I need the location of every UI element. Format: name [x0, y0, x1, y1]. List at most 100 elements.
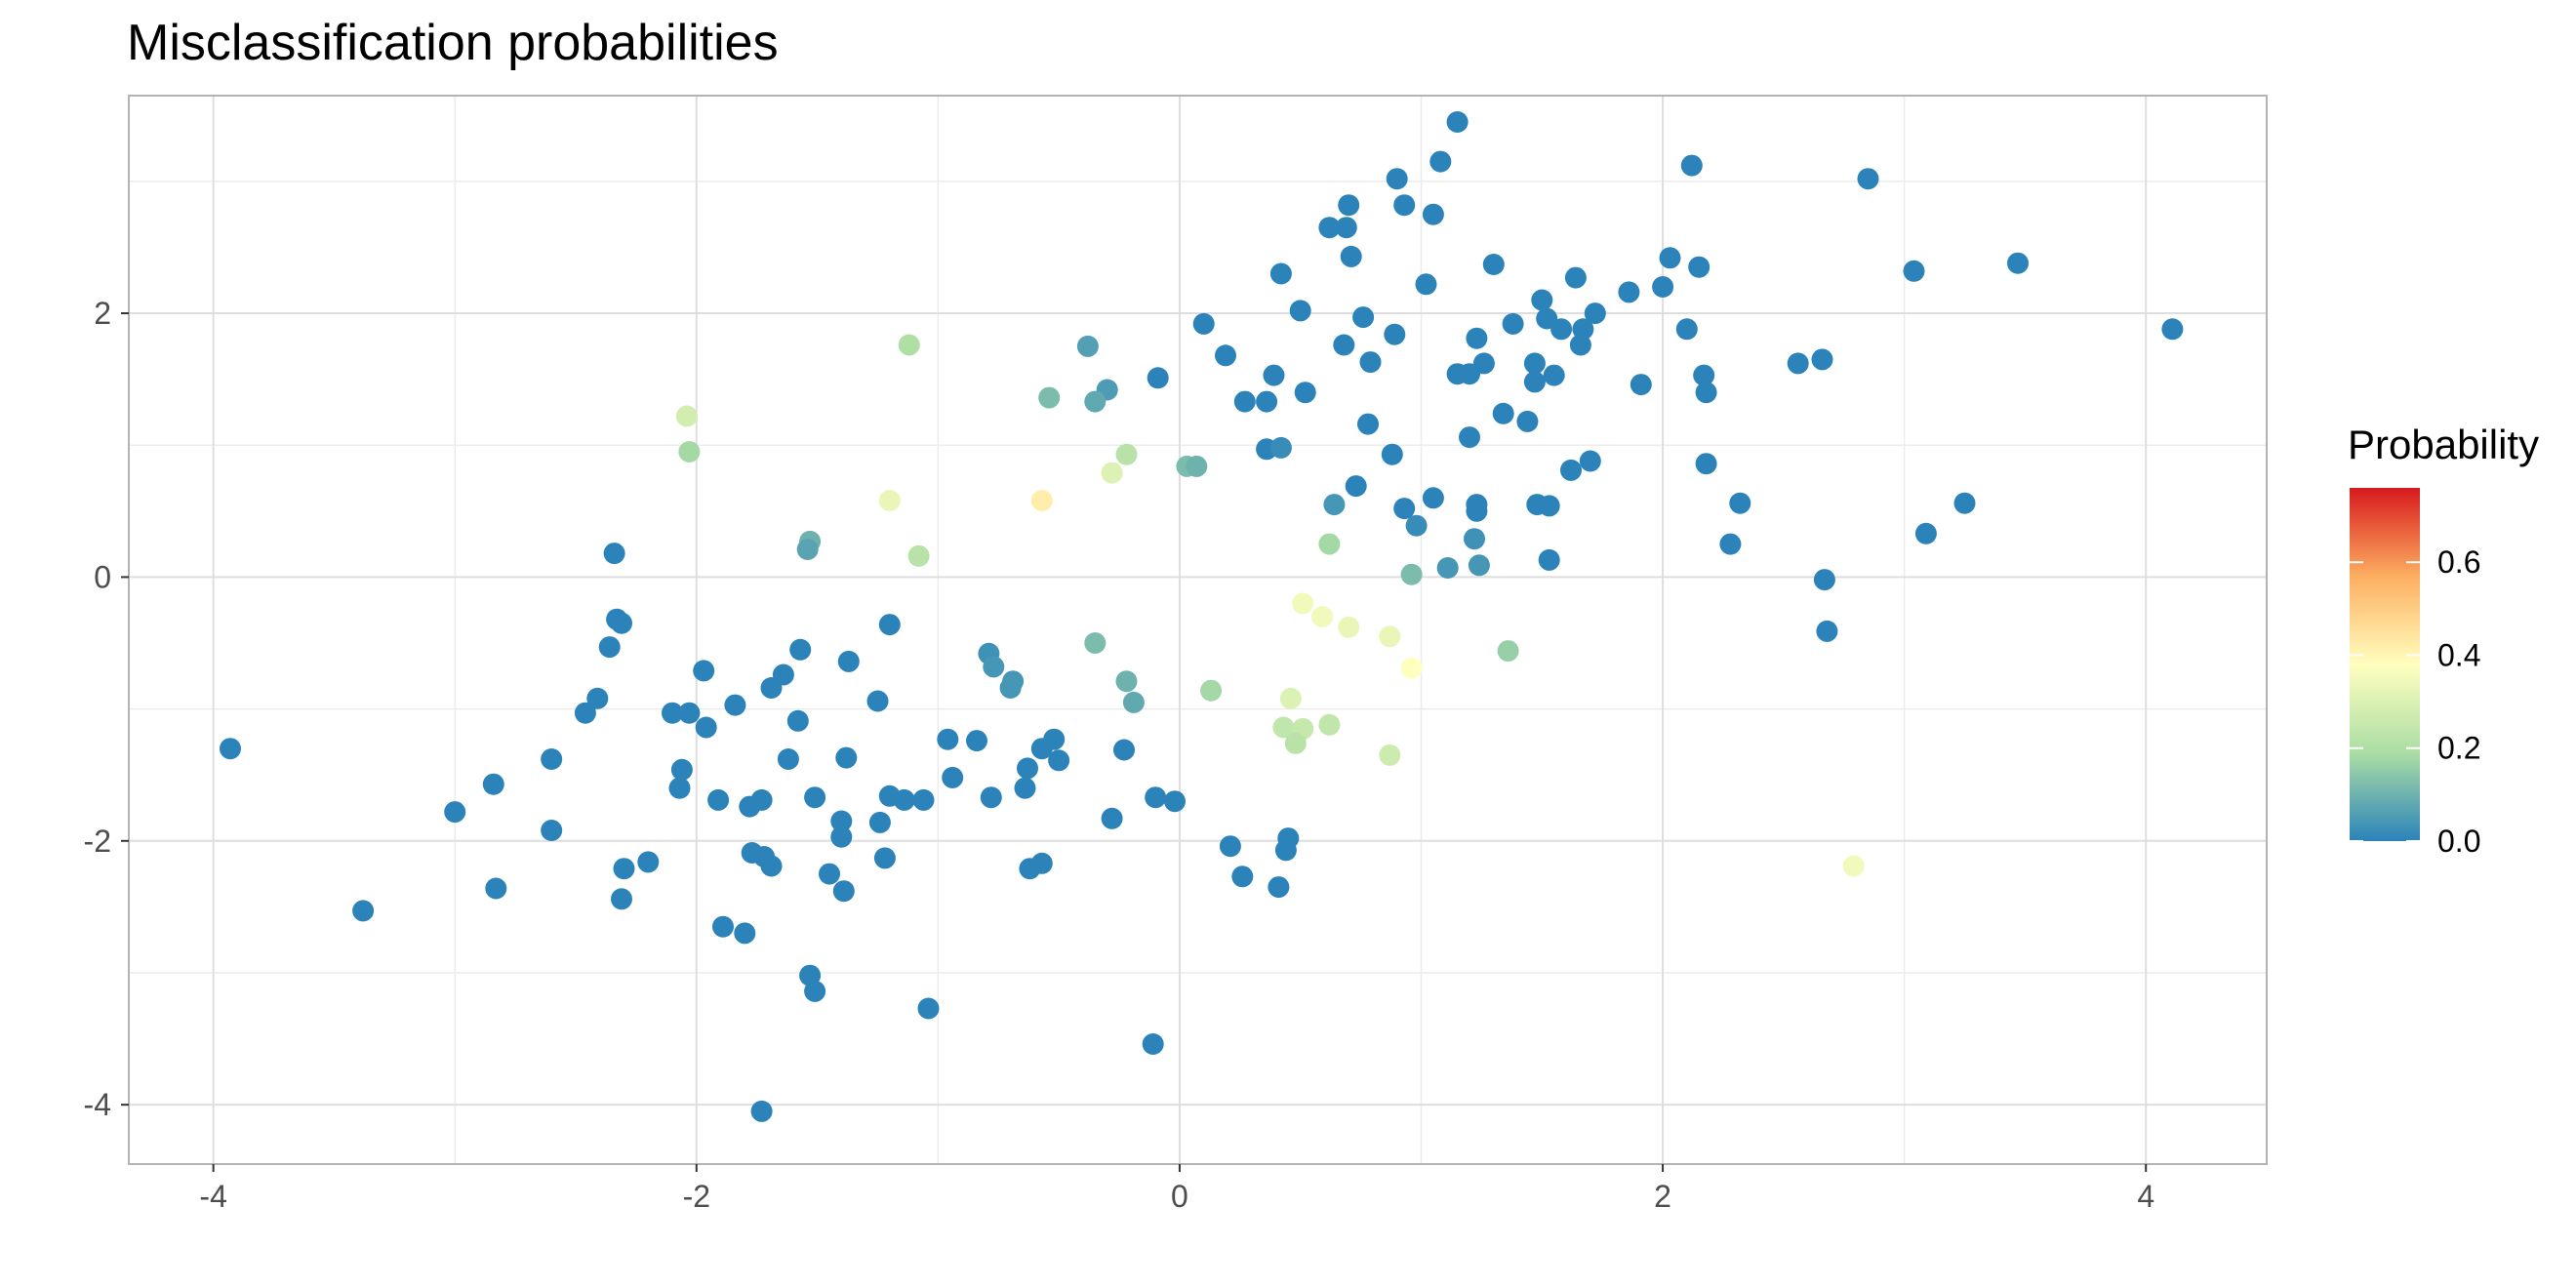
data-point — [1268, 876, 1290, 899]
data-point — [1145, 786, 1167, 809]
data-point — [1531, 289, 1553, 311]
data-point — [1466, 327, 1488, 349]
data-point — [1284, 732, 1307, 754]
data-point — [1516, 410, 1539, 432]
data-point — [760, 855, 783, 877]
data-point — [1560, 459, 1582, 481]
data-point — [1816, 620, 1838, 642]
data-point — [835, 746, 858, 769]
legend-title: Probability — [2348, 422, 2539, 467]
data-point — [1550, 318, 1573, 341]
data-point — [1393, 194, 1416, 217]
grid-major — [129, 96, 2267, 1164]
data-point — [1400, 657, 1423, 679]
data-point — [611, 888, 632, 910]
data-point — [1318, 713, 1341, 736]
x-tick-label: -2 — [683, 1179, 710, 1214]
data-point — [1680, 154, 1703, 177]
data-point — [1076, 335, 1099, 357]
data-point — [637, 851, 660, 873]
data-point — [1400, 563, 1423, 585]
data-point — [2007, 252, 2029, 274]
data-point — [1393, 498, 1416, 520]
data-point — [670, 758, 693, 781]
data-point — [1579, 450, 1601, 472]
data-point — [1269, 436, 1292, 459]
data-point — [1115, 670, 1138, 693]
data-point — [1215, 344, 1236, 367]
data-point — [1014, 777, 1036, 799]
data-point — [777, 748, 799, 770]
data-point — [1147, 367, 1169, 389]
data-point — [868, 811, 891, 833]
data-point — [1719, 533, 1742, 555]
data-point — [1502, 312, 1524, 335]
data-point — [917, 997, 940, 1020]
data-point — [1019, 858, 1041, 880]
y-axis: -4 -2 0 2 — [84, 296, 129, 1122]
x-axis: -4 -2 0 2 4 — [199, 1164, 2154, 1214]
data-point — [1311, 606, 1333, 627]
data-point — [1186, 455, 1208, 477]
data-point — [1359, 351, 1382, 374]
data-point — [1192, 312, 1215, 335]
data-point — [541, 748, 563, 770]
data-point — [999, 677, 1022, 699]
data-point — [1294, 382, 1316, 404]
y-tick-label: 2 — [94, 296, 111, 331]
data-point — [1381, 443, 1403, 465]
x-tick-label: 2 — [1654, 1179, 1671, 1214]
data-point — [707, 788, 730, 811]
x-tick-label: -4 — [199, 1179, 226, 1214]
data-point — [1436, 557, 1459, 579]
data-point — [942, 766, 964, 788]
data-point — [1429, 150, 1452, 173]
data-point — [693, 660, 715, 682]
data-point — [662, 702, 683, 724]
data-point — [1384, 323, 1406, 345]
data-point — [1357, 413, 1379, 435]
data-point — [1405, 514, 1428, 537]
data-point — [1115, 443, 1138, 465]
data-point — [804, 980, 826, 1002]
data-point — [830, 825, 853, 848]
data-point — [1618, 281, 1640, 303]
legend-colorbar — [2350, 488, 2420, 841]
data-points — [220, 111, 2184, 1122]
data-point — [1386, 168, 1408, 190]
data-point — [804, 786, 826, 809]
data-point — [1338, 194, 1360, 217]
data-point — [1953, 492, 1976, 514]
grid-minor — [129, 96, 2267, 1164]
data-point — [819, 863, 840, 885]
data-point — [866, 690, 889, 712]
data-point — [1272, 716, 1295, 739]
data-point — [1379, 744, 1401, 766]
data-point — [1842, 855, 1865, 877]
data-point — [1352, 306, 1375, 329]
data-point — [1464, 528, 1485, 550]
legend-ticks: 0.0 0.2 0.4 0.6 — [2350, 544, 2480, 859]
data-point — [912, 788, 935, 811]
data-point — [796, 539, 819, 560]
data-point — [678, 702, 701, 724]
data-point — [586, 687, 609, 709]
data-point — [786, 709, 809, 732]
data-point — [893, 788, 915, 811]
data-point — [837, 650, 860, 672]
data-point — [675, 405, 698, 427]
data-point — [1468, 554, 1490, 577]
data-point — [966, 730, 987, 752]
data-point — [1572, 318, 1594, 341]
data-point — [1318, 217, 1341, 239]
data-point — [907, 544, 930, 567]
data-point — [1497, 640, 1519, 663]
data-point — [1688, 256, 1711, 278]
data-point — [1318, 533, 1341, 555]
data-point — [1279, 687, 1302, 709]
legend-label: 0.4 — [2437, 637, 2480, 672]
data-point — [482, 773, 504, 795]
data-point — [1675, 318, 1698, 341]
data-point — [1482, 254, 1505, 275]
